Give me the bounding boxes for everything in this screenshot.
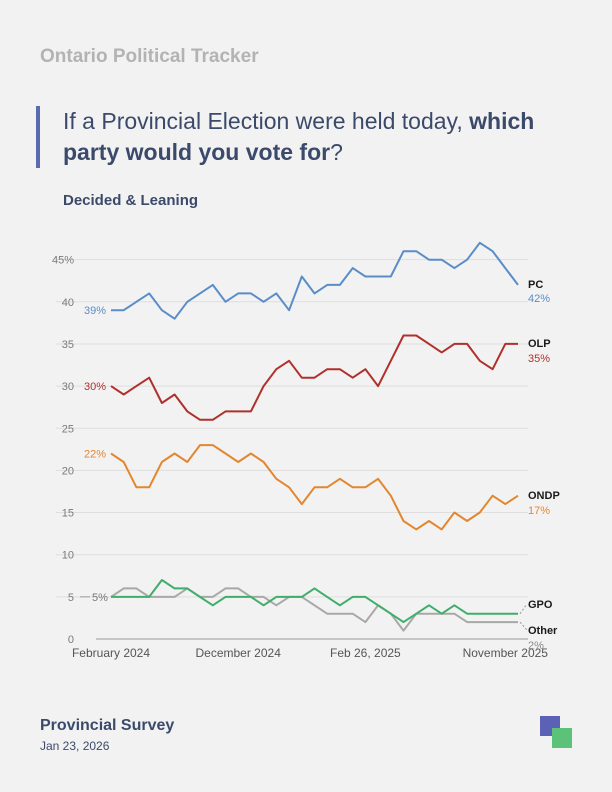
footer-title: Provincial Survey: [40, 717, 175, 734]
y-tick-label: 30: [62, 381, 74, 393]
end-label-other: Other: [528, 625, 558, 637]
end-value-other: 2%: [528, 640, 544, 652]
y-tick-label: 20: [62, 465, 74, 477]
start-label-ondp: 22%: [84, 449, 106, 461]
series-line-ondp: [110, 444, 519, 531]
series-line-pc: [111, 241, 519, 320]
end-label-ondp: ONDP: [528, 490, 560, 502]
footer-date: Jan 23, 2026: [40, 739, 110, 753]
start-label-gpo: 5%: [92, 592, 108, 604]
y-tick-label: 25: [62, 423, 74, 435]
end-value-olp: 35%: [528, 353, 550, 365]
start-label-pc: 39%: [84, 305, 106, 317]
end-value-ondp: 17%: [528, 505, 550, 517]
chart-subtitle: Decided & Leaning: [63, 192, 199, 209]
y-tick-label: 5: [68, 592, 74, 604]
question-text-bold: which party would you vote for: [63, 108, 535, 165]
brand-logo-icon: [540, 716, 572, 748]
end-label-leader: [519, 621, 528, 631]
end-label-olp: OLP: [528, 338, 551, 350]
x-tick-label: Feb 26, 2025: [330, 646, 401, 660]
question-text-end: ?: [330, 139, 343, 165]
chart-question: If a Provincial Election were held today…: [36, 106, 563, 168]
y-tick-label: 40: [62, 297, 74, 309]
y-tick-label: 0: [68, 634, 74, 646]
brand-title: Ontario Political Tracker: [40, 46, 259, 67]
series-line-gpo: [111, 579, 518, 624]
end-value-pc: 42%: [528, 293, 550, 305]
end-label-gpo: GPO: [528, 599, 553, 611]
logo-square-secondary: [552, 728, 572, 748]
series-line-olp: [110, 334, 518, 421]
series-line-other: [110, 587, 518, 632]
x-tick-label: February 2024: [72, 646, 150, 660]
y-tick-label: 35: [62, 339, 74, 351]
x-tick-label: November 2025: [463, 646, 549, 660]
question-text-regular: If a Provincial Election were held today…: [63, 108, 470, 134]
y-tick-label: 10: [62, 550, 74, 562]
end-label-leader: [519, 603, 528, 615]
y-tick-label: 45%: [52, 255, 74, 267]
y-tick-label: 15: [62, 508, 74, 520]
x-tick-label: December 2024: [195, 646, 281, 660]
start-label-olp: 30%: [84, 381, 106, 393]
end-label-pc: PC: [528, 279, 543, 291]
